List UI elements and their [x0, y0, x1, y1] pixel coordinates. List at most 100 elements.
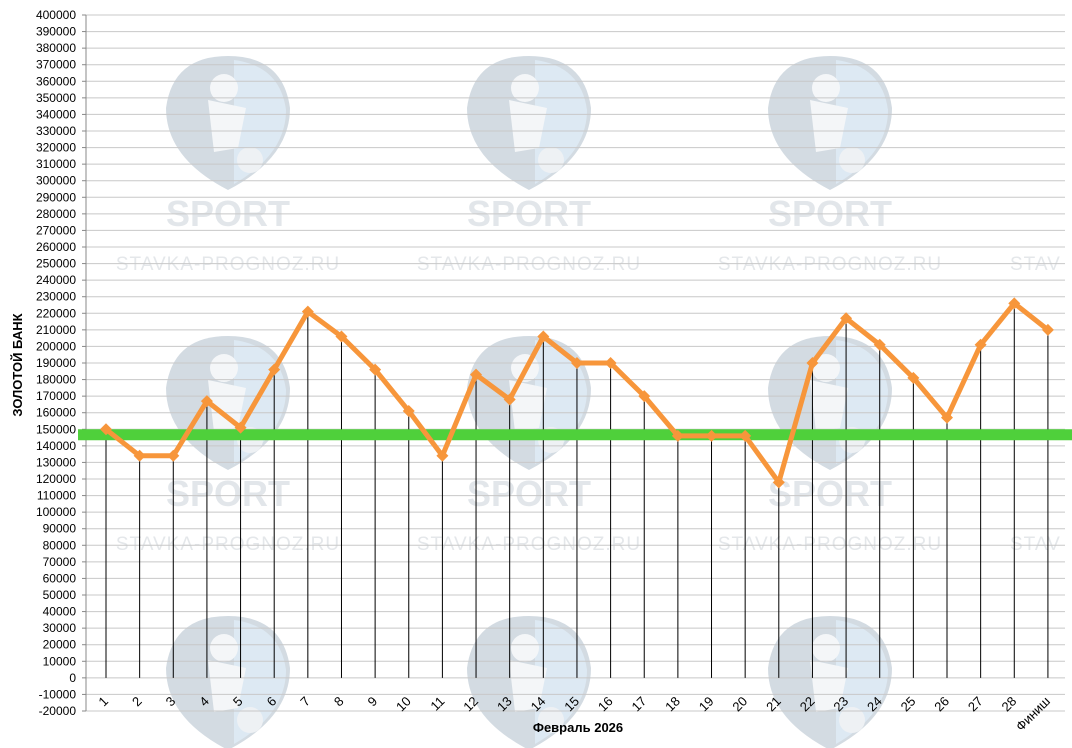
y-tick-label: 380000 [36, 41, 76, 55]
y-tick-label: 270000 [36, 223, 76, 237]
data-point [806, 357, 819, 369]
data-point [436, 449, 449, 462]
y-axis-label: ЗОЛОТОЙ БАНК [10, 313, 25, 416]
watermark-word: SPORT [467, 473, 591, 514]
y-tick-label: 340000 [36, 107, 76, 121]
y-tick-label: -10000 [39, 687, 77, 701]
y-tick-label: 150000 [36, 422, 76, 436]
y-tick-label: 170000 [36, 389, 76, 403]
y-tick-label: 240000 [36, 273, 76, 287]
y-tick-label: 290000 [36, 190, 76, 204]
y-tick-label: 180000 [36, 373, 76, 387]
y-tick-label: 50000 [43, 588, 77, 602]
data-point [167, 449, 180, 462]
data-point [772, 476, 785, 489]
y-tick-label: 300000 [36, 174, 76, 188]
watermark-word: SPORT [166, 473, 290, 514]
data-point [873, 338, 886, 351]
y-tick-label: 370000 [36, 58, 76, 72]
watermark-url: STAVKA-PROGNOZ.RU [116, 534, 340, 555]
series-points [100, 297, 1054, 489]
data-point [907, 371, 920, 384]
y-tick-label: 0 [69, 671, 76, 685]
data-point [301, 305, 314, 318]
data-point [604, 357, 617, 369]
y-tick-label: 200000 [36, 339, 76, 353]
watermark-logo-icon [166, 336, 290, 470]
x-tick-label: 2 [129, 694, 145, 710]
watermark-url: STAVKA-PROGNOZ.RU [116, 254, 340, 275]
watermark-url-clipped: STAV [1010, 534, 1061, 555]
watermark-logo-icon [768, 616, 892, 748]
y-tick-label: 90000 [43, 522, 77, 536]
y-tick-label: 400000 [36, 8, 76, 22]
data-point [100, 423, 112, 436]
y-tick-label: 390000 [36, 25, 76, 39]
data-point [739, 429, 752, 442]
y-tick-label: 160000 [36, 406, 76, 420]
y-tick-label: 80000 [43, 538, 77, 552]
data-point [335, 330, 348, 343]
data-point [570, 357, 583, 369]
data-point [1008, 297, 1021, 310]
y-tick-label: 130000 [36, 455, 76, 469]
watermark-url: STAVKA-PROGNOZ.RU [718, 534, 942, 555]
data-point [369, 363, 382, 376]
y-tick-label: 320000 [36, 141, 76, 155]
x-tick-label: 1 [95, 694, 111, 710]
y-axis-ticks: -20000 -10000 0 10000 20000 30000 40000 50000 60… [36, 8, 76, 718]
watermark-url-clipped: STAV [1010, 254, 1061, 275]
x-axis-label: Февраль 2026 [533, 720, 623, 735]
y-tick-label: 30000 [43, 621, 77, 635]
y-tick-label: 190000 [36, 356, 76, 370]
watermark-logo-icon [467, 336, 591, 470]
data-point [537, 330, 550, 343]
y-tick-label: -20000 [39, 704, 77, 718]
data-point [470, 368, 483, 381]
y-tick-label: 60000 [43, 571, 77, 585]
data-point [941, 411, 953, 424]
watermark-logo-icon [166, 56, 290, 190]
x-tick-label: 8 [331, 694, 347, 710]
x-tick-label: 9 [365, 694, 381, 710]
y-tick-label: 310000 [36, 157, 76, 171]
watermark-logo-icon [166, 616, 290, 748]
data-point [133, 449, 146, 462]
y-tick-label: 230000 [36, 290, 76, 304]
y-tick-label: 350000 [36, 91, 76, 105]
y-tick-label: 220000 [36, 306, 76, 320]
y-tick-label: 100000 [36, 505, 76, 519]
data-point [671, 429, 684, 442]
data-point [974, 338, 987, 351]
data-point [268, 363, 281, 376]
data-point [402, 405, 415, 418]
data-point [840, 312, 853, 325]
y-tick-label: 20000 [43, 638, 77, 652]
watermark-url: STAVKA-PROGNOZ.RU [417, 254, 641, 275]
data-point [200, 395, 213, 408]
y-tick-label: 330000 [36, 124, 76, 138]
watermark-word: SPORT [768, 473, 892, 514]
y-tick-label: 280000 [36, 207, 76, 221]
watermark-logo-icon [768, 56, 892, 190]
gridlines [82, 14, 1065, 712]
y-tick-label: 260000 [36, 240, 76, 254]
reference-band [78, 429, 1072, 441]
y-tick-label: 140000 [36, 439, 76, 453]
data-point [234, 421, 247, 434]
data-point [1041, 323, 1054, 336]
y-tick-label: 70000 [43, 555, 77, 569]
x-tick-label: 7 [297, 694, 313, 710]
y-tick-label: 120000 [36, 472, 76, 486]
data-point [638, 390, 651, 403]
y-tick-label: 210000 [36, 323, 76, 337]
watermark-url: STAVKA-PROGNOZ.RU [417, 534, 641, 555]
y-tick-label: 250000 [36, 257, 76, 271]
y-tick-label: 360000 [36, 74, 76, 88]
x-tick-label: Финиш [1013, 694, 1053, 734]
watermark-logo-icon [467, 56, 591, 190]
drop-lines [105, 303, 1049, 678]
data-point [705, 429, 718, 442]
y-tick-label: 40000 [43, 605, 77, 619]
